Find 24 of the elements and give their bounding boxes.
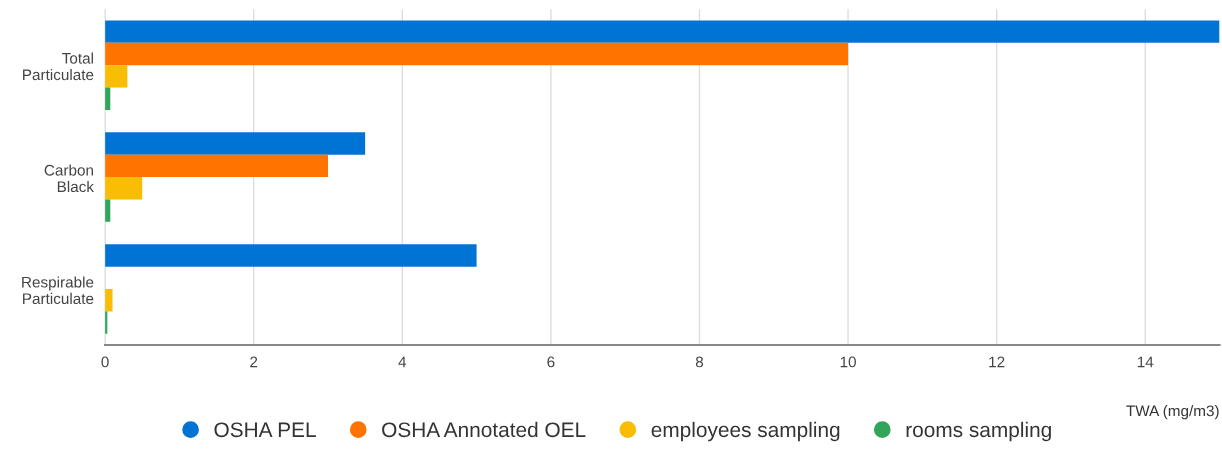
bar xyxy=(105,154,328,178)
x-tick-label: 6 xyxy=(547,356,555,368)
bar xyxy=(105,132,366,155)
y-tick-label: Respirable Particulate xyxy=(22,276,94,305)
legend-label: OSHA Annotated OEL xyxy=(382,421,586,438)
bar xyxy=(105,42,849,66)
x-tick-label: 12 xyxy=(989,356,1005,368)
y-tick-label: Total Particulate xyxy=(23,52,94,81)
x-tick-label: 10 xyxy=(840,356,856,368)
x-tick-label: 14 xyxy=(1137,356,1154,368)
x-tick-label: 4 xyxy=(398,356,407,368)
x-tick-label: 8 xyxy=(695,356,704,368)
bar xyxy=(105,20,1220,43)
legend-label: employees sampling xyxy=(651,421,840,442)
legend-label: rooms sampling xyxy=(906,421,1051,442)
x-tick-label: 0 xyxy=(101,356,109,368)
bar xyxy=(105,65,128,88)
bar xyxy=(105,177,143,200)
bar xyxy=(105,289,113,312)
bar xyxy=(105,244,477,267)
y-tick-label: Carbon Black xyxy=(44,164,94,193)
x-tick-label: 2 xyxy=(250,356,258,368)
legend-label: OSHA PEL xyxy=(214,422,316,438)
x-axis-title: TWA (mg/m3) xyxy=(1126,405,1219,420)
